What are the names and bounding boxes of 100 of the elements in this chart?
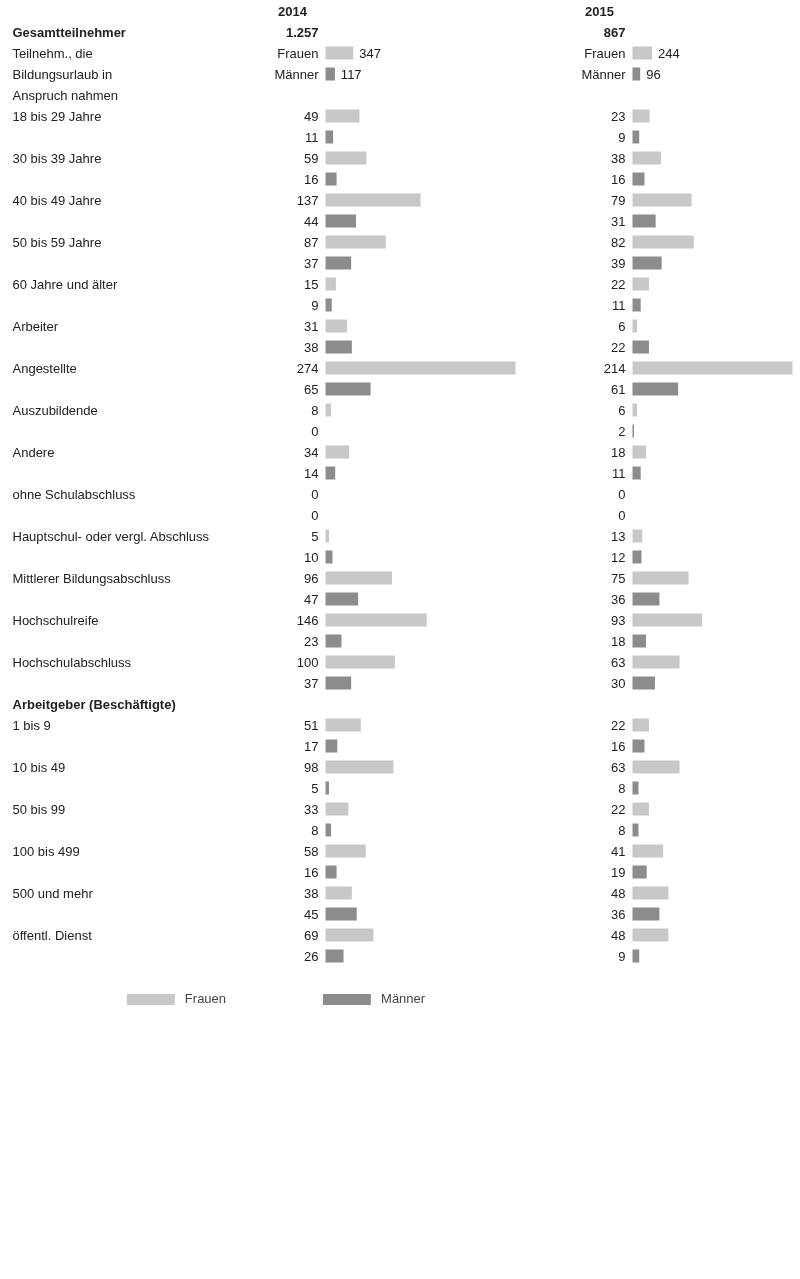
y-tick-label: 1 bis 9 xyxy=(12,717,51,733)
data-label: 48 xyxy=(611,927,626,943)
bar xyxy=(325,592,359,606)
data-label: 87 xyxy=(304,234,319,250)
data-label: 6 xyxy=(618,318,626,334)
data-label: 117 xyxy=(340,66,362,82)
bar xyxy=(632,214,656,228)
bar xyxy=(632,529,643,543)
data-label: 38 xyxy=(611,150,626,166)
bar xyxy=(632,655,680,669)
data-label: 51 xyxy=(304,717,319,733)
data-label: 30 xyxy=(611,675,626,691)
data-label: 19 xyxy=(611,864,626,880)
bar xyxy=(325,802,349,816)
data-label: 96 xyxy=(646,66,661,82)
y-tick-label: Arbeitgeber (Beschäftigte) xyxy=(12,696,176,712)
bar xyxy=(632,907,660,921)
y-tick-label: 18 bis 29 Jahre xyxy=(12,108,102,124)
bar xyxy=(632,151,661,165)
data-label: 8 xyxy=(618,822,626,838)
data-label: 9 xyxy=(618,129,626,145)
data-label: 22 xyxy=(611,717,626,733)
data-label: 15 xyxy=(304,276,319,292)
data-label: 38 xyxy=(304,339,319,355)
bar xyxy=(325,340,352,354)
bar xyxy=(325,823,332,837)
bar xyxy=(325,550,333,564)
data-label: 63 xyxy=(611,654,626,670)
data-label: 16 xyxy=(611,738,626,754)
y-tick-label: 60 Jahre und älter xyxy=(12,276,118,292)
data-label: 10 xyxy=(304,549,319,565)
bar xyxy=(325,298,332,312)
bar xyxy=(632,865,647,879)
bar xyxy=(325,949,344,963)
data-label: 37 xyxy=(304,675,319,691)
bar xyxy=(632,403,637,417)
bar xyxy=(632,781,639,795)
data-label: 214 xyxy=(603,360,626,376)
bar xyxy=(632,676,655,690)
bar xyxy=(325,571,393,585)
data-label: 31 xyxy=(304,318,319,334)
bar xyxy=(325,886,352,900)
bar xyxy=(632,844,664,858)
data-label: 18 xyxy=(611,633,626,649)
chart-title: 2014 xyxy=(278,3,308,19)
bar xyxy=(325,781,329,795)
bar xyxy=(325,613,427,627)
y-tick-label: Hochschulabschluss xyxy=(12,654,132,670)
data-label: 146 xyxy=(296,612,319,628)
data-label: 37 xyxy=(304,255,319,271)
data-label: 16 xyxy=(611,171,626,187)
y-tick-label: Auszubildende xyxy=(12,402,98,418)
bar xyxy=(325,403,332,417)
bar xyxy=(632,340,649,354)
data-label: 96 xyxy=(304,570,319,586)
bar xyxy=(325,655,395,669)
data-label: 2 xyxy=(618,423,626,439)
data-label: 137 xyxy=(296,192,319,208)
bar xyxy=(325,256,352,270)
text: 867 xyxy=(603,24,626,40)
bar xyxy=(325,928,374,942)
data-label: 22 xyxy=(611,339,626,355)
bar xyxy=(325,382,371,396)
bar xyxy=(325,844,366,858)
bar xyxy=(632,466,641,480)
data-label: 16 xyxy=(304,864,319,880)
data-label: 49 xyxy=(304,108,319,124)
y-tick-label: Hochschulreife xyxy=(12,612,99,628)
bar xyxy=(325,634,342,648)
bar xyxy=(632,319,637,333)
y-tick-label: 100 bis 499 xyxy=(12,843,80,859)
y-tick-label: 40 bis 49 Jahre xyxy=(12,192,102,208)
y-tick-label: ohne Schulabschluss xyxy=(12,486,136,502)
data-label: 61 xyxy=(611,381,626,397)
data-label: 47 xyxy=(304,591,319,607)
bar xyxy=(325,109,360,123)
data-label: 274 xyxy=(296,360,319,376)
data-label: 6 xyxy=(618,402,626,418)
y-tick-label: Andere xyxy=(12,444,55,460)
bar xyxy=(325,676,352,690)
data-label: 36 xyxy=(611,591,626,607)
bar xyxy=(325,172,337,186)
data-label: 14 xyxy=(304,465,319,481)
bar xyxy=(632,550,642,564)
data-label: 9 xyxy=(311,297,319,313)
data-label: 98 xyxy=(304,759,319,775)
bar xyxy=(632,718,649,732)
text: 1.257 xyxy=(285,24,319,40)
bar xyxy=(632,256,662,270)
data-label: 22 xyxy=(611,801,626,817)
data-label: 48 xyxy=(611,885,626,901)
bar xyxy=(632,592,660,606)
bar xyxy=(325,529,329,543)
data-label: 36 xyxy=(611,906,626,922)
data-label: 23 xyxy=(611,108,626,124)
legend-label: Frauen xyxy=(184,991,227,1006)
bar xyxy=(632,886,669,900)
text: Teilnehm., die Bildungsurlaub in Anspruch nahmen xyxy=(12,45,119,103)
bar xyxy=(325,193,421,207)
data-label: 23 xyxy=(304,633,319,649)
